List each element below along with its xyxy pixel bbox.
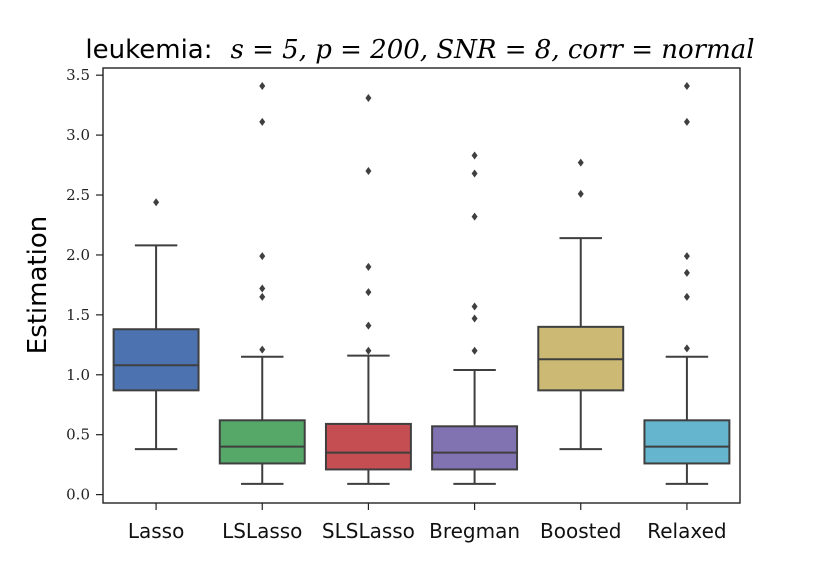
outlier-point xyxy=(365,346,372,355)
outlier-point xyxy=(471,314,478,323)
x-tick-label: Lasso xyxy=(128,519,184,543)
outlier-point xyxy=(577,158,584,167)
outlier-point xyxy=(365,262,372,271)
outlier-point xyxy=(365,288,372,297)
y-tick-label: 0.0 xyxy=(66,486,90,504)
y-axis-label: Estimation xyxy=(23,216,53,354)
outlier-point xyxy=(683,292,690,301)
y-tick-label: 0.5 xyxy=(66,426,90,444)
outlier-point xyxy=(471,302,478,311)
outlier-point xyxy=(471,346,478,355)
outlier-point xyxy=(683,117,690,126)
box-lasso xyxy=(112,328,200,392)
y-tick-label: 2.0 xyxy=(66,246,90,264)
x-tick-label: Relaxed xyxy=(647,519,726,543)
outlier-point xyxy=(683,344,690,353)
chart-title-prefix: leukemia: xyxy=(85,35,212,65)
outlier-point xyxy=(683,252,690,261)
outlier-point xyxy=(577,189,584,198)
outlier-point xyxy=(259,81,266,90)
outlier-point xyxy=(259,284,266,293)
y-tick-label: 1.5 xyxy=(66,306,90,324)
outlier-point xyxy=(259,252,266,261)
y-tick-label: 1.0 xyxy=(66,366,90,384)
chart-title-math: s = 5, p = 200, SNR = 8, corr = normal xyxy=(231,35,755,65)
outlier-point xyxy=(259,292,266,301)
outlier-point xyxy=(365,93,372,102)
outlier-point xyxy=(683,81,690,90)
outlier-point xyxy=(471,212,478,221)
x-tick-label: LSLasso xyxy=(222,519,302,543)
outlier-point xyxy=(471,151,478,160)
box-lslasso xyxy=(218,419,306,465)
chart-title: leukemia: s = 5, p = 200, SNR = 8, corr … xyxy=(85,35,754,65)
x-tick-label: Boosted xyxy=(540,519,621,543)
y-tick-label: 3.0 xyxy=(66,126,90,144)
outlier-point xyxy=(683,268,690,277)
outlier-point xyxy=(153,198,160,207)
box-slslasso xyxy=(324,422,412,471)
outlier-point xyxy=(259,117,266,126)
x-tick-label: Bregman xyxy=(429,519,520,543)
box-bregman xyxy=(431,425,519,471)
outlier-point xyxy=(471,169,478,178)
y-tick-label: 2.5 xyxy=(66,186,90,204)
y-tick-label: 3.5 xyxy=(66,66,90,84)
outlier-point xyxy=(259,345,266,354)
plot-area-frame xyxy=(102,67,741,504)
outlier-point xyxy=(365,167,372,176)
box-relaxed xyxy=(643,419,731,465)
x-tick-label: SLSLasso xyxy=(322,519,415,543)
outlier-point xyxy=(365,321,372,330)
